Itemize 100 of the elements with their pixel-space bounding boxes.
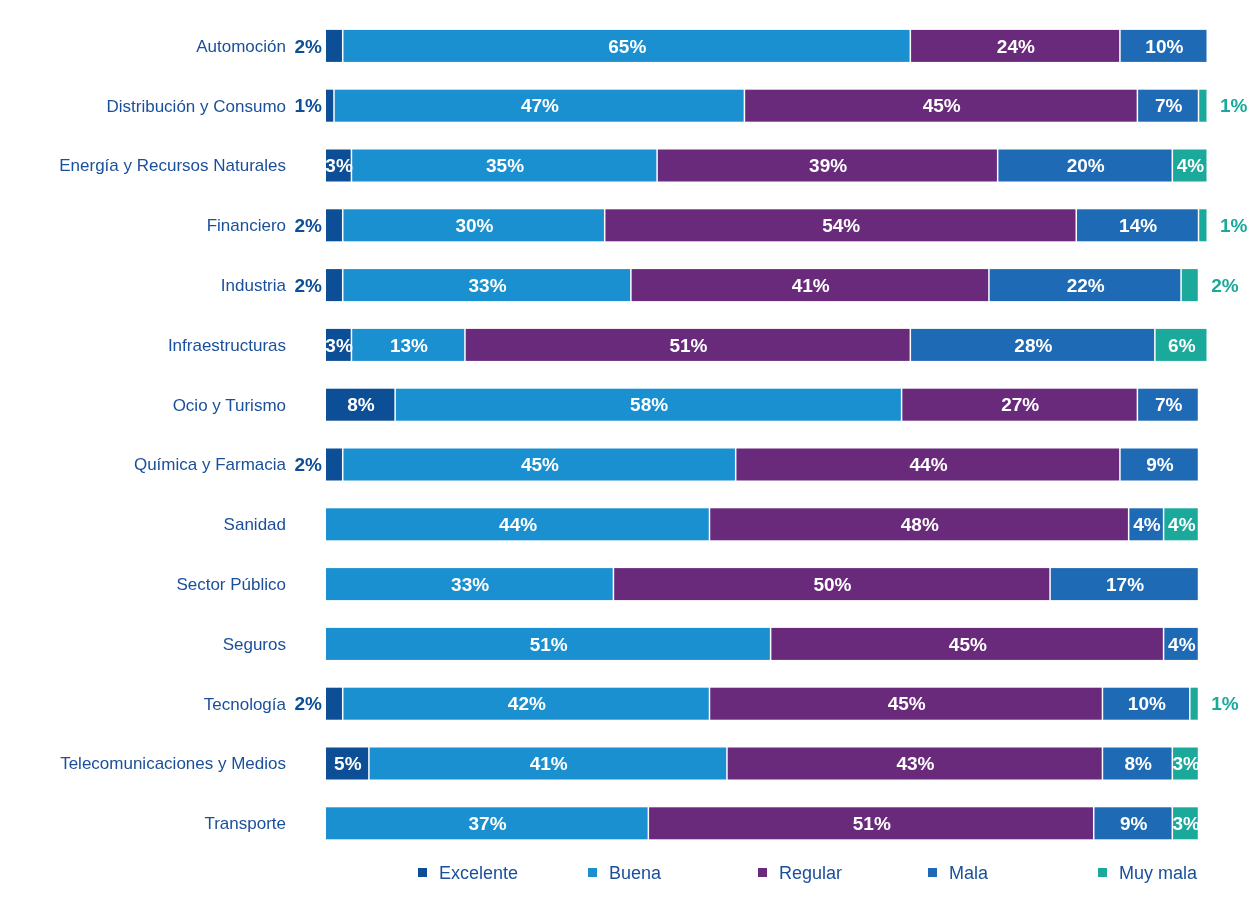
- y-tick-label: Industria: [220, 276, 287, 296]
- data-label: 28%: [1014, 334, 1053, 356]
- bar: [657, 149, 997, 182]
- data-label: 7%: [1154, 394, 1183, 416]
- bar: [1120, 448, 1198, 481]
- y-tick-label: Distribución y Consumo: [106, 96, 286, 116]
- legend-label: Regular: [779, 863, 843, 884]
- data-label: 45%: [948, 633, 987, 655]
- data-label: 45%: [887, 693, 926, 715]
- data-label: 10%: [1127, 693, 1166, 715]
- bar: [631, 269, 989, 302]
- data-label: 2%: [294, 454, 323, 476]
- bar: [710, 687, 1102, 720]
- bar: [326, 29, 342, 62]
- bar: [326, 448, 342, 481]
- data-label: 48%: [900, 513, 939, 535]
- data-label: 37%: [468, 812, 507, 834]
- bar: [334, 89, 744, 122]
- bar: [352, 328, 465, 361]
- data-label: 22%: [1066, 274, 1105, 296]
- bar: [736, 448, 1120, 481]
- bar: [771, 627, 1163, 660]
- data-label: 9%: [1146, 454, 1174, 476]
- bar: [326, 807, 648, 840]
- legend-label: Muy mala: [1119, 863, 1199, 884]
- data-label: 65%: [608, 35, 647, 57]
- data-label: 2%: [294, 274, 323, 296]
- bar: [998, 149, 1172, 182]
- bar: [605, 209, 1076, 242]
- data-label: 3%: [1172, 753, 1200, 775]
- data-label: 9%: [1120, 812, 1148, 834]
- data-label: 47%: [520, 95, 560, 117]
- data-label: 6%: [1168, 334, 1196, 356]
- data-label: 1%: [1211, 693, 1239, 715]
- data-label: 1%: [1220, 214, 1248, 236]
- bar: [465, 328, 910, 361]
- data-label: 4%: [1133, 513, 1161, 535]
- data-label: 14%: [1119, 214, 1158, 236]
- data-label: 24%: [996, 35, 1035, 57]
- bar: [710, 508, 1128, 541]
- y-tick-label: Sanidad: [223, 515, 286, 535]
- y-tick-label: Transporte: [204, 814, 286, 834]
- y-tick-label: Infraestructuras: [167, 335, 286, 355]
- data-label: 7%: [1154, 95, 1183, 117]
- bar: [614, 568, 1050, 601]
- y-tick-label: Sector Público: [176, 575, 286, 595]
- bar: [326, 209, 342, 242]
- bar: [326, 627, 770, 660]
- data-label: 58%: [630, 394, 669, 416]
- bar: [745, 89, 1137, 122]
- bar: [902, 388, 1137, 421]
- y-tick-label: Ocio y Turismo: [172, 395, 286, 415]
- data-label: 42%: [507, 693, 546, 715]
- data-label: 54%: [822, 214, 861, 236]
- y-tick-label: Química y Farmacia: [133, 455, 287, 475]
- bar: [343, 209, 604, 242]
- y-tick-label: Seguros: [222, 634, 286, 654]
- bar: [1190, 687, 1198, 720]
- bar: [352, 149, 657, 182]
- y-tick-label: Energía y Recursos Naturales: [59, 156, 286, 176]
- bar: [326, 568, 613, 601]
- bar: [395, 388, 901, 421]
- bar: [1138, 89, 1198, 122]
- bar: [326, 687, 342, 720]
- data-label: 35%: [486, 155, 525, 177]
- bar: [369, 747, 727, 780]
- data-label: 45%: [922, 95, 961, 117]
- data-label: 43%: [896, 753, 935, 775]
- bar: [343, 269, 631, 302]
- data-label: 1%: [1220, 95, 1248, 117]
- bar: [727, 747, 1102, 780]
- data-label: 39%: [809, 155, 848, 177]
- bar: [1199, 209, 1207, 242]
- legend-label: Mala: [949, 863, 989, 884]
- data-label: 8%: [1124, 753, 1152, 775]
- data-label: 33%: [468, 274, 507, 296]
- bar: [343, 29, 910, 62]
- bar: [326, 89, 334, 122]
- data-label: 1%: [294, 95, 323, 117]
- bar: [1138, 388, 1198, 421]
- bar: [1094, 807, 1172, 840]
- data-label: 44%: [499, 513, 538, 535]
- legend-label: Excelente: [439, 863, 519, 884]
- data-label: 13%: [389, 334, 429, 356]
- bar: [911, 29, 1120, 62]
- data-label: 41%: [529, 753, 568, 775]
- data-label: 27%: [1001, 394, 1040, 416]
- bar: [911, 328, 1155, 361]
- data-label: 3%: [1172, 812, 1200, 834]
- data-label: 17%: [1106, 573, 1145, 595]
- data-label: 10%: [1145, 35, 1184, 57]
- data-label: 50%: [813, 573, 852, 595]
- bar: [326, 269, 342, 302]
- data-label: 4%: [1168, 633, 1196, 655]
- bar: [1199, 89, 1207, 122]
- data-label: 4%: [1168, 513, 1196, 535]
- data-label: 51%: [529, 633, 568, 655]
- bar: [326, 508, 709, 541]
- data-label: 2%: [294, 35, 323, 57]
- data-label: 2%: [294, 214, 323, 236]
